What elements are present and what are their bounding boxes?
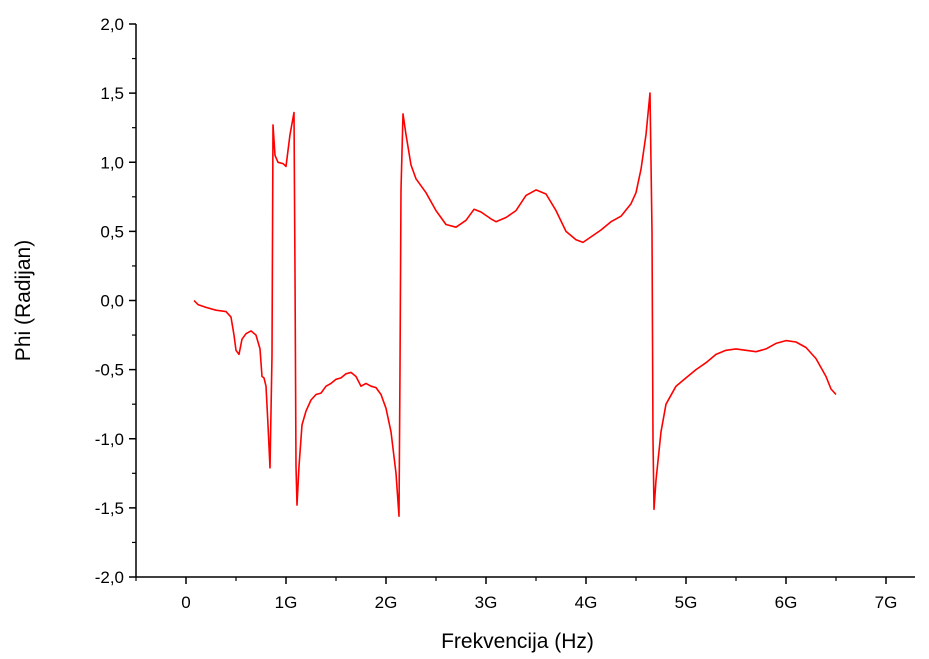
axes [135, 24, 915, 578]
series-layer [193, 92, 837, 517]
y-tick-label: -2,0 [95, 568, 124, 587]
y-ticks: -2,0 -1,5 -1,0 -0,5 0,0 0,5 1,0 1,5 2,0 [95, 15, 136, 587]
x-tick-label: 6G [775, 593, 798, 612]
series-line [193, 92, 837, 517]
y-tick-label: 1,0 [100, 153, 124, 172]
y-tick-label: -1,5 [95, 499, 124, 518]
y-tick-label: -1,0 [95, 430, 124, 449]
x-ticks: 0 1G 2G 3G 4G 5G 6G 7G [135, 577, 898, 612]
x-tick-label: 7G [875, 593, 898, 612]
x-tick-label: 4G [575, 593, 598, 612]
x-tick-label: 5G [675, 593, 698, 612]
y-axis-title: Phi (Radijan) [12, 240, 35, 361]
x-axis-title: Frekvencija (Hz) [441, 630, 594, 653]
y-tick-label: 0,0 [100, 292, 124, 311]
y-tick-label: -0,5 [95, 361, 124, 380]
y-tick-label: 0,5 [100, 222, 124, 241]
x-tick-label: 3G [475, 593, 498, 612]
x-tick-label: 2G [375, 593, 398, 612]
x-tick-label: 1G [275, 593, 298, 612]
y-tick-label: 2,0 [100, 15, 124, 34]
x-tick-label: 0 [181, 593, 190, 612]
y-tick-label: 1,5 [100, 84, 124, 103]
